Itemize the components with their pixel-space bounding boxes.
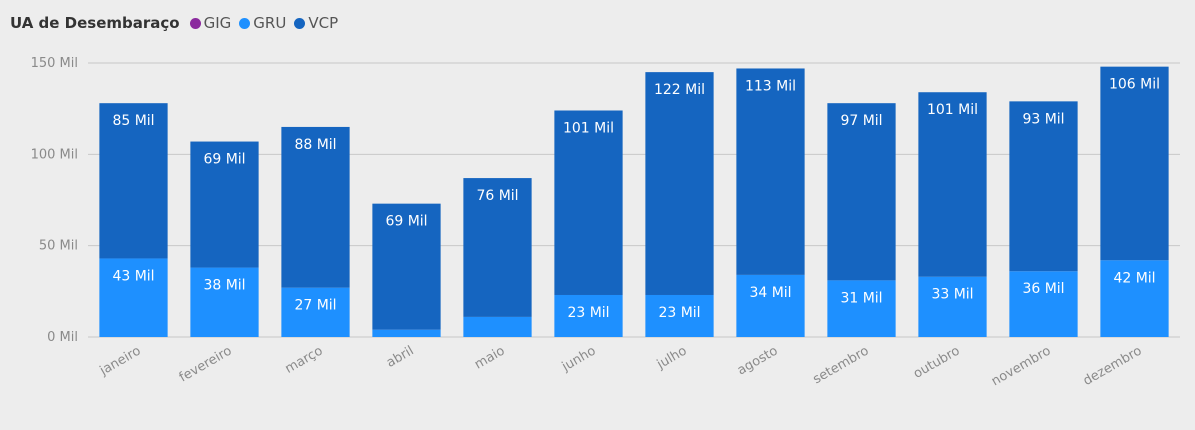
data-label-vcp: 101 Mil (927, 102, 978, 118)
data-label-vcp: 122 Mil (654, 82, 705, 98)
y-tick-label: 50 Mil (39, 239, 78, 254)
x-tick-label: fevereiro (177, 343, 235, 385)
data-label-gru: 23 Mil (567, 305, 609, 321)
bar-vcp[interactable] (463, 178, 532, 317)
x-tick-label: janeiro (97, 343, 144, 379)
data-label-gru: 43 Mil (112, 268, 154, 284)
data-label-gru: 31 Mil (840, 290, 882, 306)
bar-vcp[interactable] (281, 126, 350, 288)
data-label-vcp: 93 Mil (1022, 111, 1064, 127)
bar-gru[interactable] (1100, 260, 1169, 337)
x-tick-label: agosto (735, 343, 781, 378)
data-label-gru: 33 Mil (931, 287, 973, 303)
bar-vcp[interactable] (190, 141, 259, 268)
bar-gru[interactable] (463, 316, 532, 337)
x-tick-label: junho (559, 343, 599, 375)
x-tick-label: maio (472, 343, 507, 372)
x-tick-label: abril (384, 343, 416, 370)
data-label-gru: 23 Mil (658, 305, 700, 321)
data-label-vcp: 76 Mil (476, 188, 518, 204)
bar-gru[interactable] (372, 329, 441, 337)
data-label-vcp: 113 Mil (745, 78, 796, 94)
bar-vcp[interactable] (1100, 66, 1169, 261)
data-label-gru: 34 Mil (749, 285, 791, 301)
data-label-gru: 36 Mil (1022, 281, 1064, 297)
legend-dot-gru (239, 17, 251, 29)
legend-dot-vcp (294, 17, 306, 29)
bar-gru[interactable] (190, 267, 259, 337)
data-label-gru: 27 Mil (294, 298, 336, 314)
legend-item-vcp[interactable]: VCP (294, 14, 338, 32)
legend-label-vcp: VCP (308, 14, 339, 32)
data-label-vcp: 69 Mil (203, 152, 245, 168)
legend-label-gig: GIG (203, 14, 232, 32)
data-label-vcp: 97 Mil (840, 113, 882, 129)
legend-label-gru: GRU (253, 14, 287, 32)
legend-item-gig[interactable]: GIG (189, 14, 232, 32)
data-label-vcp: 85 Mil (112, 113, 154, 129)
legend-title: UA de Desembaraço (10, 14, 180, 32)
bar-gru[interactable] (99, 258, 168, 337)
chart-legend: UA de Desembaraço GIG GRU VCP (10, 14, 346, 32)
bar-vcp[interactable] (554, 110, 623, 295)
y-tick-label: 0 Mil (47, 330, 78, 345)
x-tick-label: outubro (911, 343, 963, 381)
bar-gru[interactable] (736, 274, 805, 337)
data-label-gru: 38 Mil (203, 278, 245, 294)
x-tick-label: setembro (810, 343, 871, 387)
x-tick-label: março (283, 343, 326, 376)
bar-vcp[interactable] (372, 203, 441, 330)
data-label-gru: 42 Mil (1113, 270, 1155, 286)
bar-vcp[interactable] (736, 68, 805, 275)
bar-gru[interactable] (554, 294, 623, 337)
data-label-vcp: 106 Mil (1109, 77, 1160, 93)
data-label-vcp: 101 Mil (563, 120, 614, 136)
x-tick-label: julho (654, 343, 690, 372)
bar-vcp[interactable] (99, 103, 168, 259)
x-tick-label: novembro (989, 343, 1054, 389)
y-tick-label: 100 Mil (31, 147, 78, 162)
bar-vcp[interactable] (645, 72, 714, 295)
bar-gru[interactable] (645, 294, 714, 337)
legend-dot-gig (189, 17, 201, 29)
bar-vcp[interactable] (918, 92, 987, 277)
bar-gru[interactable] (281, 287, 350, 337)
bar-gru[interactable] (918, 276, 987, 337)
bar-gru[interactable] (1009, 271, 1078, 337)
bar-gru[interactable] (827, 280, 896, 337)
bar-vcp[interactable] (1009, 101, 1078, 272)
bar-vcp[interactable] (827, 103, 896, 281)
data-label-vcp: 88 Mil (294, 137, 336, 153)
legend-item-gru[interactable]: GRU (239, 14, 286, 32)
x-tick-label: dezembro (1081, 343, 1145, 389)
data-label-vcp: 69 Mil (385, 214, 427, 230)
y-tick-label: 150 Mil (31, 56, 78, 71)
